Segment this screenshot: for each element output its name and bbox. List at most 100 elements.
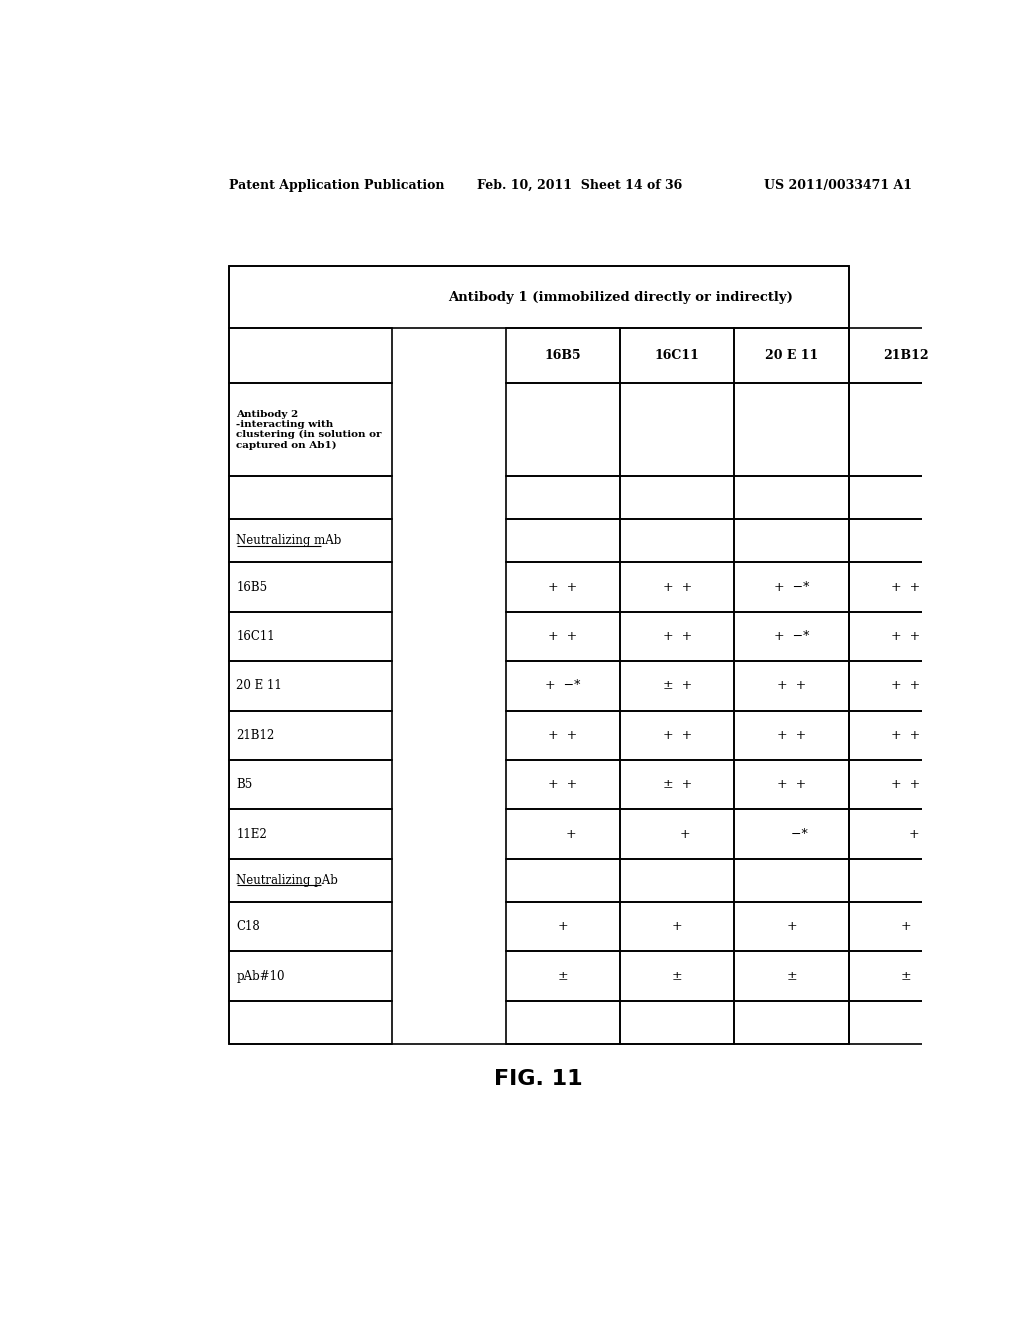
Bar (228, 327, 391, 384)
Bar (506, 859, 621, 902)
Bar (621, 327, 734, 384)
Bar (849, 477, 963, 519)
Text: +  +: + + (663, 729, 692, 742)
Bar (849, 952, 963, 1001)
Text: 11E2: 11E2 (237, 828, 267, 841)
Bar (621, 952, 734, 1001)
Bar (734, 809, 849, 859)
Text: +  −*: + −* (774, 581, 809, 594)
Text: +  +: + + (891, 779, 921, 791)
Bar (849, 661, 963, 710)
Bar (228, 562, 391, 612)
Bar (506, 1001, 621, 1044)
Text: pAb#10: pAb#10 (237, 969, 285, 982)
Bar (506, 612, 621, 661)
Bar (734, 327, 849, 384)
Bar (228, 384, 391, 477)
Text: 21B12: 21B12 (237, 729, 274, 742)
Bar (228, 519, 391, 562)
Bar (849, 809, 963, 859)
Bar (621, 477, 734, 519)
Bar (228, 1001, 391, 1044)
Bar (228, 477, 391, 519)
Bar (849, 562, 963, 612)
Bar (621, 1001, 734, 1044)
Text: +: + (664, 828, 690, 841)
Bar (506, 661, 621, 710)
Bar (734, 562, 849, 612)
Text: −*: −* (775, 828, 808, 841)
Bar (734, 612, 849, 661)
Bar (621, 519, 734, 562)
Bar (506, 384, 621, 477)
Text: ±: ± (672, 969, 683, 982)
Bar (734, 477, 849, 519)
Bar (506, 952, 621, 1001)
Bar (228, 902, 391, 952)
Bar (734, 710, 849, 760)
Bar (621, 760, 734, 809)
Text: 16C11: 16C11 (654, 350, 699, 362)
Text: +  +: + + (548, 581, 578, 594)
Text: ±  +: ± + (663, 680, 692, 693)
Bar (228, 661, 391, 710)
Text: 16B5: 16B5 (237, 581, 267, 594)
Bar (506, 760, 621, 809)
Bar (506, 477, 621, 519)
Text: +  +: + + (663, 581, 692, 594)
Text: +  +: + + (777, 680, 806, 693)
Bar (734, 384, 849, 477)
Bar (506, 902, 621, 952)
Bar (506, 710, 621, 760)
Bar (228, 267, 849, 327)
Text: +: + (550, 828, 577, 841)
Text: ±: ± (786, 969, 797, 982)
Text: C18: C18 (237, 920, 260, 933)
Bar (849, 902, 963, 952)
Text: +  +: + + (663, 630, 692, 643)
Bar (734, 661, 849, 710)
Text: +  +: + + (891, 729, 921, 742)
Bar (506, 809, 621, 859)
Bar (621, 809, 734, 859)
Text: +  +: + + (777, 729, 806, 742)
Bar (506, 327, 621, 384)
Text: FIG. 11: FIG. 11 (495, 1069, 583, 1089)
Text: Feb. 10, 2011  Sheet 14 of 36: Feb. 10, 2011 Sheet 14 of 36 (477, 178, 682, 191)
Bar (621, 710, 734, 760)
Text: +  +: + + (548, 779, 578, 791)
Bar (734, 1001, 849, 1044)
Bar (506, 562, 621, 612)
Text: +  +: + + (548, 630, 578, 643)
Bar (734, 519, 849, 562)
Text: 20 E 11: 20 E 11 (765, 350, 818, 362)
Bar (734, 952, 849, 1001)
Bar (228, 952, 391, 1001)
Text: 20 E 11: 20 E 11 (237, 680, 283, 693)
Text: US 2011/0033471 A1: US 2011/0033471 A1 (764, 178, 911, 191)
Bar (621, 859, 734, 902)
Text: +  +: + + (777, 779, 806, 791)
Bar (228, 859, 391, 902)
Bar (734, 859, 849, 902)
Bar (621, 902, 734, 952)
Text: +  +: + + (891, 581, 921, 594)
Bar (849, 760, 963, 809)
Text: +: + (893, 828, 920, 841)
Text: +: + (900, 920, 911, 933)
Text: +  +: + + (548, 729, 578, 742)
Text: ±: ± (558, 969, 568, 982)
Text: Neutralizing pAb: Neutralizing pAb (237, 874, 338, 887)
Bar (506, 519, 621, 562)
Bar (849, 859, 963, 902)
Bar (734, 902, 849, 952)
Bar (228, 809, 391, 859)
Bar (621, 562, 734, 612)
Text: ±  +: ± + (663, 779, 692, 791)
Bar (621, 384, 734, 477)
Bar (849, 1001, 963, 1044)
Text: Antibody 2
-interacting with
clustering (in solution or
captured on Ab1): Antibody 2 -interacting with clustering … (237, 409, 382, 450)
Text: +: + (672, 920, 683, 933)
Text: 16B5: 16B5 (545, 350, 582, 362)
Text: Neutralizing mAb: Neutralizing mAb (237, 535, 342, 548)
